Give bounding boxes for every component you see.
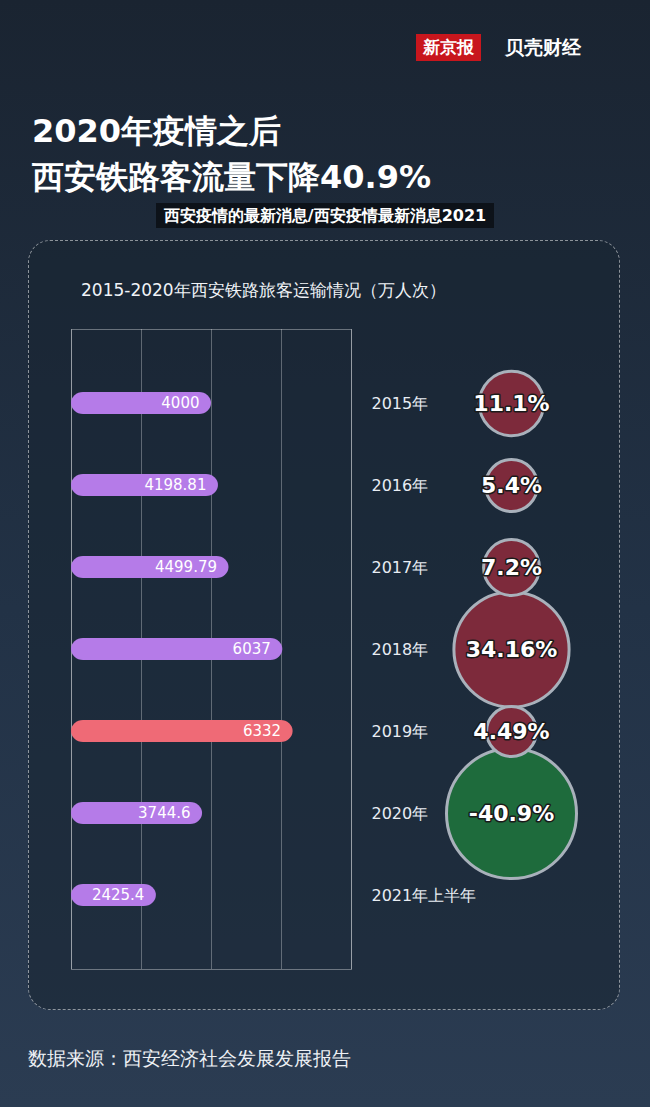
svg-text:2016年: 2016年 — [372, 476, 429, 495]
svg-text:6332: 6332 — [243, 722, 281, 740]
svg-text:4198.81: 4198.81 — [144, 476, 206, 494]
svg-text:2425.4: 2425.4 — [92, 886, 145, 904]
svg-text:-40.9%: -40.9% — [469, 801, 554, 826]
svg-text:4499.79: 4499.79 — [155, 558, 217, 576]
svg-text:2019年: 2019年 — [372, 722, 429, 741]
svg-text:34.16%: 34.16% — [466, 637, 558, 662]
svg-text:2015年: 2015年 — [372, 394, 429, 413]
html-text:西安铁路客流量下降40.9%: 西安铁路客流量下降40.9% — [32, 158, 431, 196]
svg-text:4000: 4000 — [161, 394, 199, 412]
svg-text:2018年: 2018年 — [372, 640, 429, 659]
svg-text:3744.6: 3744.6 — [138, 804, 191, 822]
html-text:贝壳财经: 贝壳财经 — [505, 35, 581, 58]
svg-text:2021年上半年: 2021年上半年 — [372, 886, 477, 905]
html-text:数据来源：西安经济社会发展发展报告: 数据来源：西安经济社会发展发展报告 — [28, 1047, 351, 1069]
html-text:新京报: 新京报 — [423, 37, 474, 57]
svg-text:4.49%: 4.49% — [473, 719, 549, 744]
svg-text:11.1%: 11.1% — [473, 391, 549, 416]
svg-text:7.2%: 7.2% — [481, 555, 542, 580]
html-text:2015-2020年西安铁路旅客运输情况（万人次）: 2015-2020年西安铁路旅客运输情况（万人次） — [81, 280, 446, 300]
html-text:西安疫情的最新消息/西安疫情最新消息2021: 西安疫情的最新消息/西安疫情最新消息2021 — [163, 206, 487, 225]
svg-text:2020年: 2020年 — [372, 804, 429, 823]
svg-text:6037: 6037 — [233, 640, 271, 658]
svg-text:5.4%: 5.4% — [481, 473, 542, 498]
html-text:2020年疫情之后: 2020年疫情之后 — [32, 112, 282, 150]
svg-text:2017年: 2017年 — [372, 558, 429, 577]
